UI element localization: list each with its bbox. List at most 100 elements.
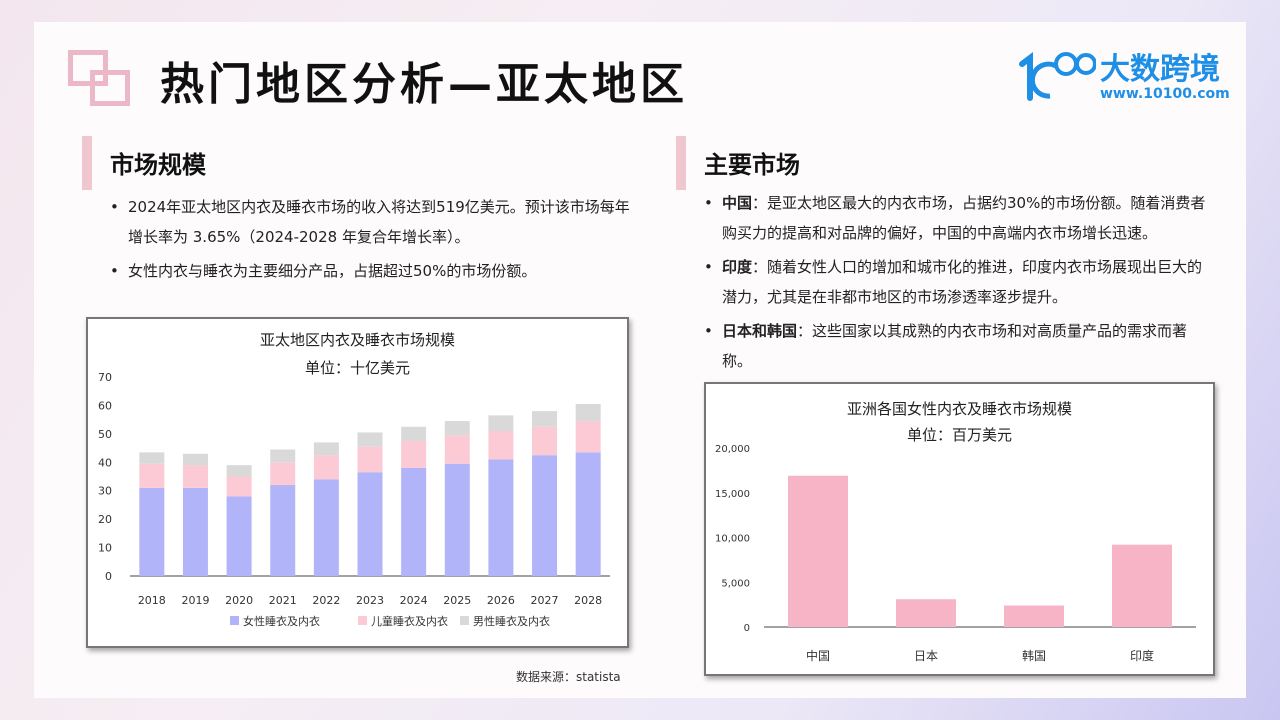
bar-segment xyxy=(357,472,383,576)
x-tick-label: 2018 xyxy=(138,594,166,607)
chart1-title: 亚太地区内衣及睡衣市场规模 xyxy=(259,331,455,349)
bar-segment xyxy=(532,411,558,427)
bar-segment xyxy=(444,421,470,436)
bar-segment xyxy=(313,479,339,576)
bar-segment xyxy=(575,404,601,422)
y-tick-label: 30 xyxy=(98,485,112,498)
bar-segment xyxy=(401,440,427,468)
bar-segment xyxy=(444,435,470,464)
chart2-plot: 0 5,000 10,000 15,000 20,000 中国 日本 韩国 印度 xyxy=(715,444,1196,663)
y-tick-label: 5,000 xyxy=(721,578,750,589)
y-tick-label: 0 xyxy=(105,570,112,583)
chart1-subtitle: 单位：十亿美元 xyxy=(304,359,410,377)
x-tick-label: 2024 xyxy=(400,594,428,607)
decor-squares-icon xyxy=(68,50,134,106)
page-title: 热门地区分析—亚太地区 xyxy=(160,59,688,110)
bullet-text-japan-korea: ：这些国家以其成熟的内衣市场和对高质量产品的需求而著称。 xyxy=(722,322,1188,370)
bullet-label-india: 印度 xyxy=(722,258,753,276)
bar xyxy=(1112,544,1172,627)
right-section-title: 主要市场 xyxy=(704,151,800,179)
y-tick-label: 15,000 xyxy=(715,489,750,500)
bar-segment xyxy=(444,463,470,576)
bar-segment xyxy=(182,453,208,466)
bar-segment xyxy=(270,449,296,463)
legend-label: 儿童睡衣及内衣 xyxy=(371,614,448,628)
x-tick-label: 中国 xyxy=(806,648,830,663)
bar-segment xyxy=(488,415,514,432)
chart2-title: 亚洲各国女性内衣及睡衣市场规模 xyxy=(846,400,1072,418)
x-tick-label: 2027 xyxy=(531,594,559,607)
x-tick-label: 印度 xyxy=(1130,648,1154,663)
chart2-subtitle: 单位：百万美元 xyxy=(906,426,1012,444)
x-tick-label: 2028 xyxy=(574,594,602,607)
y-tick-label: 60 xyxy=(98,399,112,412)
apac-market-size-chart: 亚太地区内衣及睡衣市场规模 单位：十亿美元 0 10 20 30 40 50 60 70 201… xyxy=(86,317,629,648)
right-bullet-china: 中国：是亚太地区最大的内衣市场，占据约30%的市场份额。随着消费者购买力的提高和… xyxy=(704,188,1216,248)
x-tick-label: 2020 xyxy=(225,594,253,607)
bar-segment xyxy=(357,432,383,447)
bar-segment xyxy=(226,476,252,497)
bar-segment xyxy=(270,485,296,576)
legend-swatch xyxy=(230,616,239,625)
bar-segment xyxy=(488,459,514,576)
bar-segment xyxy=(139,487,165,576)
bar-segment xyxy=(401,426,427,441)
bullet-text-india: ：随着女性人口的增加和城市化的推进，印度内衣市场展现出巨大的潜力，尤其是在非都市… xyxy=(722,258,1203,306)
x-tick-label: 韩国 xyxy=(1022,648,1046,663)
legend-swatch xyxy=(460,616,469,625)
bar-segment xyxy=(357,446,383,473)
right-bullet-india: 印度：随着女性人口的增加和城市化的推进，印度内衣市场展现出巨大的潜力，尤其是在非… xyxy=(704,252,1216,312)
bar-segment xyxy=(139,452,165,464)
bar xyxy=(896,599,956,627)
bar-segment xyxy=(532,426,558,456)
right-bullet-list: 中国：是亚太地区最大的内衣市场，占据约30%的市场份额。随着消费者购买力的提高和… xyxy=(704,188,1216,380)
brand-name: 大数跨境 xyxy=(1100,52,1220,87)
asia-country-market-chart: 亚洲各国女性内衣及睡衣市场规模 单位：百万美元 0 5,000 10,000 15,0… xyxy=(704,382,1215,676)
bar-segment xyxy=(575,452,601,576)
left-section-bar xyxy=(82,136,92,190)
chart1-plot: 0 10 20 30 40 50 60 70 2018 2019 2020 2021 2022 2023 2… xyxy=(98,371,610,628)
x-tick-label: 2026 xyxy=(487,594,515,607)
y-tick-label: 10,000 xyxy=(715,534,750,545)
y-tick-label: 20 xyxy=(98,513,112,526)
x-tick-label: 2023 xyxy=(356,594,384,607)
bar-segment xyxy=(226,465,252,477)
bar-segment xyxy=(313,442,339,456)
left-bullet-list: 2024年亚太地区内衣及睡衣市场的收入将达到519亿美元。预计该市场每年增长率为… xyxy=(110,192,632,290)
legend-swatch xyxy=(358,616,367,625)
x-tick-label: 2019 xyxy=(181,594,209,607)
bar-segment xyxy=(139,463,165,488)
bar-segment xyxy=(226,496,252,576)
bullet-label-china: 中国 xyxy=(722,194,753,212)
bar-segment xyxy=(182,487,208,576)
brand-logo: 大数跨境 www.10100.com xyxy=(1016,44,1236,106)
bar xyxy=(788,475,848,627)
bar-segment xyxy=(401,467,427,576)
left-bullet-1: 2024年亚太地区内衣及睡衣市场的收入将达到519亿美元。预计该市场每年增长率为… xyxy=(110,192,632,252)
brand-10100-icon xyxy=(1019,52,1096,101)
left-section-title: 市场规模 xyxy=(110,151,206,179)
bar-segment xyxy=(313,455,339,480)
right-bullet-japan-korea: 日本和韩国：这些国家以其成熟的内衣市场和对高质量产品的需求而著称。 xyxy=(704,316,1216,376)
y-tick-label: 50 xyxy=(98,428,112,441)
bullet-label-japan-korea: 日本和韩国 xyxy=(722,322,798,340)
data-source: 数据来源：statista xyxy=(516,670,621,684)
bar-segment xyxy=(488,431,514,460)
bar-segment xyxy=(532,455,558,576)
bullet-text-china: ：是亚太地区最大的内衣市场，占据约30%的市场份额。随着消费者购买力的提高和对品… xyxy=(722,194,1206,242)
y-tick-label: 20,000 xyxy=(715,444,750,455)
legend-label: 男性睡衣及内衣 xyxy=(473,614,550,628)
bar-segment xyxy=(575,421,601,453)
y-tick-label: 40 xyxy=(98,456,112,469)
x-tick-label: 2025 xyxy=(443,594,471,607)
bar-segment xyxy=(270,462,296,486)
x-tick-label: 2021 xyxy=(269,594,297,607)
bar xyxy=(1004,605,1064,627)
y-tick-label: 70 xyxy=(98,371,112,384)
y-tick-label: 10 xyxy=(98,542,112,555)
x-tick-label: 日本 xyxy=(914,649,938,663)
legend-label: 女性睡衣及内衣 xyxy=(243,614,320,628)
right-section-bar xyxy=(676,136,686,190)
x-tick-label: 2022 xyxy=(312,594,340,607)
bar-segment xyxy=(182,465,208,488)
